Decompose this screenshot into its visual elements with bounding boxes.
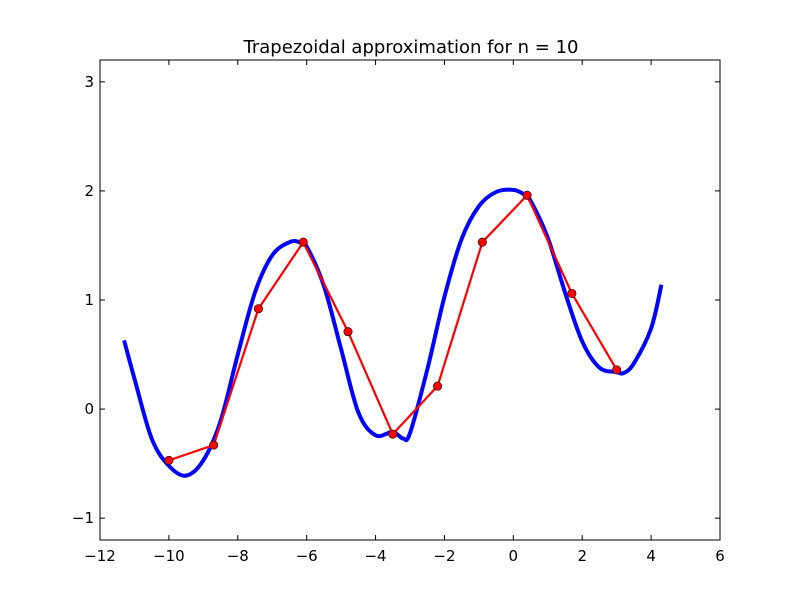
trapezoid-point: [388, 429, 398, 439]
y-tick-label: 0: [84, 400, 94, 418]
x-tick-label: 0: [509, 547, 519, 565]
trapezoid-point: [298, 237, 308, 247]
x-tick-label: −2: [433, 547, 455, 565]
x-tick-label: 2: [577, 547, 587, 565]
plot-area: [122, 187, 664, 478]
trapezoid-point: [567, 288, 577, 298]
axes-frame: [99, 59, 721, 541]
y-axis: −1 0 1 2 3: [72, 73, 720, 527]
trapezoid-point: [433, 381, 443, 391]
trapezoid-point: [253, 304, 263, 314]
trapezoid-point: [477, 237, 487, 247]
y-tick-label: 1: [84, 291, 94, 309]
trapezoid-point: [522, 190, 532, 200]
y-tick-label: 2: [84, 182, 94, 200]
x-axis: −12 −10 −8 −6 −4 −2 0 2 4 6: [84, 60, 725, 565]
x-tick-label: −4: [364, 547, 386, 565]
x-tick-label: 4: [646, 547, 656, 565]
chart-title: Trapezoidal approximation for n = 10: [243, 37, 579, 58]
y-tick-label: 3: [84, 73, 94, 91]
y-tick-label: −1: [72, 509, 94, 527]
trapezoid-point: [209, 440, 219, 450]
x-tick-label: −8: [227, 547, 249, 565]
x-tick-label: 6: [715, 547, 725, 565]
x-tick-label: −6: [296, 547, 318, 565]
trapezoid-point: [612, 365, 622, 375]
trapezoid-point: [343, 327, 353, 337]
x-tick-label: −10: [153, 547, 185, 565]
x-tick-label: −12: [84, 547, 116, 565]
trapezoid-point: [164, 455, 174, 465]
trapezoid-line: [168, 194, 618, 462]
